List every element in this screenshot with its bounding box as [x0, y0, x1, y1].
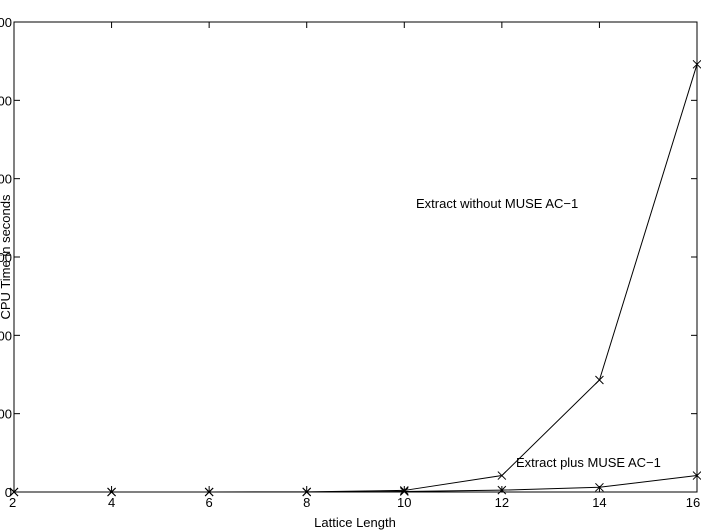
data-point-marker [399, 486, 409, 495]
y-tick-label: 2500 [0, 93, 12, 108]
x-tick-label: 4 [108, 495, 115, 510]
series-2: Extract plus MUSE AC−1 [9, 455, 701, 497]
data-point-marker [692, 471, 701, 480]
series-line [14, 64, 698, 493]
series-annotation: Extract without MUSE AC−1 [416, 196, 578, 211]
y-tick-label: 2000 [0, 172, 12, 187]
data-point-marker [595, 482, 604, 492]
x-tick-label: 10 [397, 495, 411, 510]
series-1: Extract without MUSE AC−1 [9, 59, 701, 497]
axis-ticks: 2 4 6 8 10 12 14 16 0 500 1000 1500 2000 2500 3000 [0, 15, 700, 510]
data-point-marker [302, 487, 312, 497]
data-point-marker [204, 487, 214, 497]
x-tick-label: 6 [206, 495, 213, 510]
x-tick-label: 2 [9, 495, 16, 510]
y-tick-label: 0 [5, 485, 12, 500]
data-point-marker [692, 59, 701, 69]
x-tick-label: 8 [303, 495, 310, 510]
series-layer: Extract without MUSE AC−1 Extract plus MU… [9, 59, 701, 497]
x-tick-label: 14 [592, 495, 606, 510]
data-point-marker [595, 375, 604, 385]
data-point-marker [9, 487, 19, 497]
x-tick-label: 12 [495, 495, 509, 510]
plot-frame [13, 21, 698, 493]
y-tick-label: 1500 [0, 250, 12, 265]
series-annotation: Extract plus MUSE AC−1 [516, 455, 661, 470]
series-line [14, 475, 698, 493]
y-tick-label: 1000 [0, 328, 12, 343]
data-point-marker [497, 471, 507, 480]
y-tick-label: 500 [0, 407, 12, 422]
y-axis-title: CPU Time in seconds [0, 194, 13, 319]
data-point-marker [107, 487, 116, 497]
y-tick-label: 3000 [0, 15, 12, 30]
x-axis-title: Lattice Length [314, 515, 396, 530]
data-point-marker [399, 487, 409, 496]
x-tick-label: 16 [686, 495, 700, 510]
data-point-marker [497, 485, 507, 495]
